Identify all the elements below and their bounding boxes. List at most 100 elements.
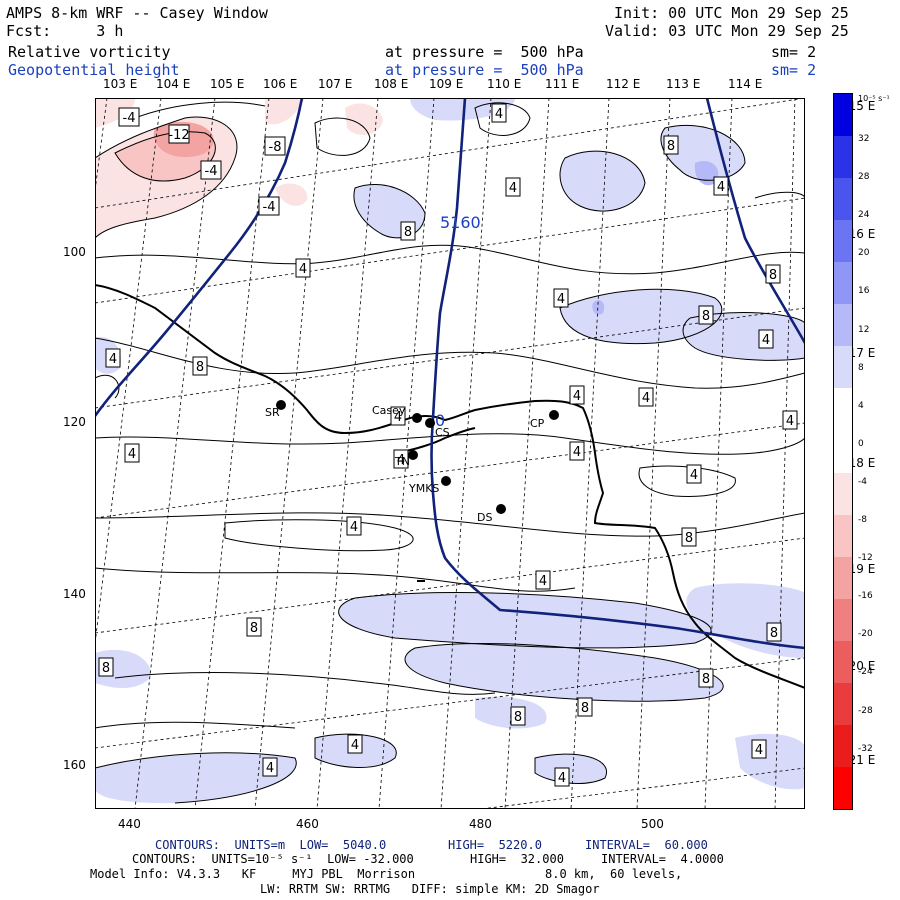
- colorbar-tick-label: 8: [858, 362, 864, 373]
- vorticity-label: 8: [765, 264, 781, 284]
- map-frame: [95, 98, 805, 809]
- vorticity-label: 8: [681, 527, 697, 547]
- height-contour-label: 5160: [440, 213, 481, 232]
- vorticity-label: 4: [505, 177, 521, 197]
- height-contour-info: CONTOURS: UNITS=m LOW= 5040.0: [155, 838, 387, 852]
- vorticity-contour-interval: INTERVAL= 4.0000: [601, 852, 724, 866]
- svg-text:8: 8: [702, 309, 710, 324]
- vorticity-label: 4: [347, 734, 363, 754]
- y-axis-label: 160: [63, 758, 86, 772]
- x-axis-label: 460: [296, 817, 319, 831]
- colorbar-band: [834, 346, 852, 389]
- vorticity-label: 4: [758, 329, 774, 349]
- colorbar-band: [834, 388, 852, 431]
- vorticity-label: 4: [782, 410, 798, 430]
- lon-label: 103 E: [103, 77, 138, 91]
- svg-text:-4: -4: [205, 164, 218, 179]
- station-label: YMKS: [408, 482, 439, 495]
- svg-text:4: 4: [495, 107, 503, 122]
- vorticity-label: 4: [535, 570, 551, 590]
- colorbar-tick-label: 16: [858, 286, 870, 297]
- svg-text:8: 8: [667, 139, 675, 154]
- svg-text:-12: -12: [168, 128, 189, 143]
- colorbar-band: [834, 262, 852, 305]
- svg-text:8: 8: [514, 710, 522, 725]
- station-sr: SR: [265, 400, 286, 419]
- svg-text:4: 4: [717, 180, 725, 195]
- vorticity-label: -12: [168, 124, 190, 144]
- colorbar-tick-label: -32: [858, 743, 873, 754]
- vorticity-label: 8: [698, 668, 714, 688]
- colorbar-tick-label: 24: [858, 210, 870, 221]
- model-resolution: 8.0 km, 60 levels,: [545, 867, 683, 881]
- station-dot: [425, 418, 435, 428]
- vorticity-label: 4: [638, 387, 654, 407]
- station-dot: [496, 504, 506, 514]
- vorticity-label: -8: [264, 136, 286, 156]
- model-info: Model Info: V4.3.3 KF MYJ PBL Morrison: [90, 867, 416, 881]
- colorbar-tick-label: -24: [858, 667, 873, 678]
- x-axis-label: 480: [469, 817, 492, 831]
- vorticity-label: 4: [569, 441, 585, 461]
- colorbar-tick-label: -16: [858, 591, 873, 602]
- lon-label: 110 E: [487, 77, 522, 91]
- svg-text:4: 4: [762, 333, 770, 348]
- svg-text:4: 4: [557, 292, 565, 307]
- svg-text:4: 4: [350, 520, 358, 535]
- colorbar-tick-label: 4: [858, 400, 864, 411]
- smoothing-1: sm= 2: [771, 43, 817, 61]
- vorticity-label: 4: [393, 449, 409, 469]
- vorticity-label: -4: [258, 196, 280, 216]
- svg-text:8: 8: [196, 360, 204, 375]
- map-plot: 5160 0 -4 -12 -8 -4 -4 4 8 4 4 8 8 4 8 4 4 8 4 4 4 4 4 4 4 4 4 8 8…: [95, 98, 805, 809]
- vorticity-label: 4: [105, 348, 121, 368]
- station-label: DS: [477, 511, 492, 524]
- svg-text:4: 4: [351, 738, 359, 753]
- svg-text:8: 8: [250, 621, 258, 636]
- colorbar-tick-label: 20: [858, 248, 870, 259]
- y-axis-label: 120: [63, 415, 86, 429]
- vorticity-label: 8: [577, 697, 593, 717]
- svg-text:8: 8: [770, 626, 778, 641]
- field-height: Geopotential height: [8, 61, 180, 79]
- colorbar-band: [834, 724, 852, 767]
- svg-text:-8: -8: [269, 140, 282, 155]
- svg-text:4: 4: [109, 352, 117, 367]
- station-dot: [408, 450, 418, 460]
- vorticity-shading: [95, 98, 805, 804]
- x-axis-label: 440: [118, 817, 141, 831]
- svg-text:8: 8: [404, 225, 412, 240]
- colorbar-band: [834, 178, 852, 221]
- colorbar-band: [834, 430, 852, 473]
- vorticity-label: 8: [510, 706, 526, 726]
- lon-label: 109 E: [429, 77, 464, 91]
- colorbar-tick-label: -28: [858, 705, 873, 716]
- station-label: CP: [530, 417, 545, 430]
- colorbar-band: [834, 598, 852, 641]
- coastline-inner: [394, 427, 476, 454]
- model-physics: LW: RRTM SW: RRTMG DIFF: simple KM: 2D S…: [260, 882, 600, 896]
- lat-lon-grid: [95, 98, 805, 809]
- colorbar-band: [834, 514, 852, 557]
- svg-text:4: 4: [573, 445, 581, 460]
- lon-label: 108 E: [374, 77, 409, 91]
- colorbar-band: [834, 136, 852, 179]
- vorticity-label: 4: [569, 385, 585, 405]
- vorticity-label: 8: [192, 356, 208, 376]
- colorbar-tick-label: 0: [858, 438, 864, 449]
- lon-label: 114 E: [728, 77, 763, 91]
- station-dot: [441, 476, 451, 486]
- colorbar-tick-label: 28: [858, 172, 870, 183]
- svg-text:8: 8: [702, 672, 710, 687]
- colorbar-band: [834, 220, 852, 263]
- lon-label: 112 E: [606, 77, 641, 91]
- colorbar-band: [834, 640, 852, 683]
- pressure-level-1: at pressure = 500 hPa: [385, 43, 584, 61]
- height-contours: [95, 98, 805, 650]
- vorticity-label: 4: [295, 258, 311, 278]
- colorbar-tick-label: 12: [858, 324, 870, 335]
- station-label: CS: [435, 426, 450, 439]
- svg-text:4: 4: [539, 574, 547, 589]
- colorbar-tick-label: -12: [858, 553, 873, 564]
- svg-text:8: 8: [102, 661, 110, 676]
